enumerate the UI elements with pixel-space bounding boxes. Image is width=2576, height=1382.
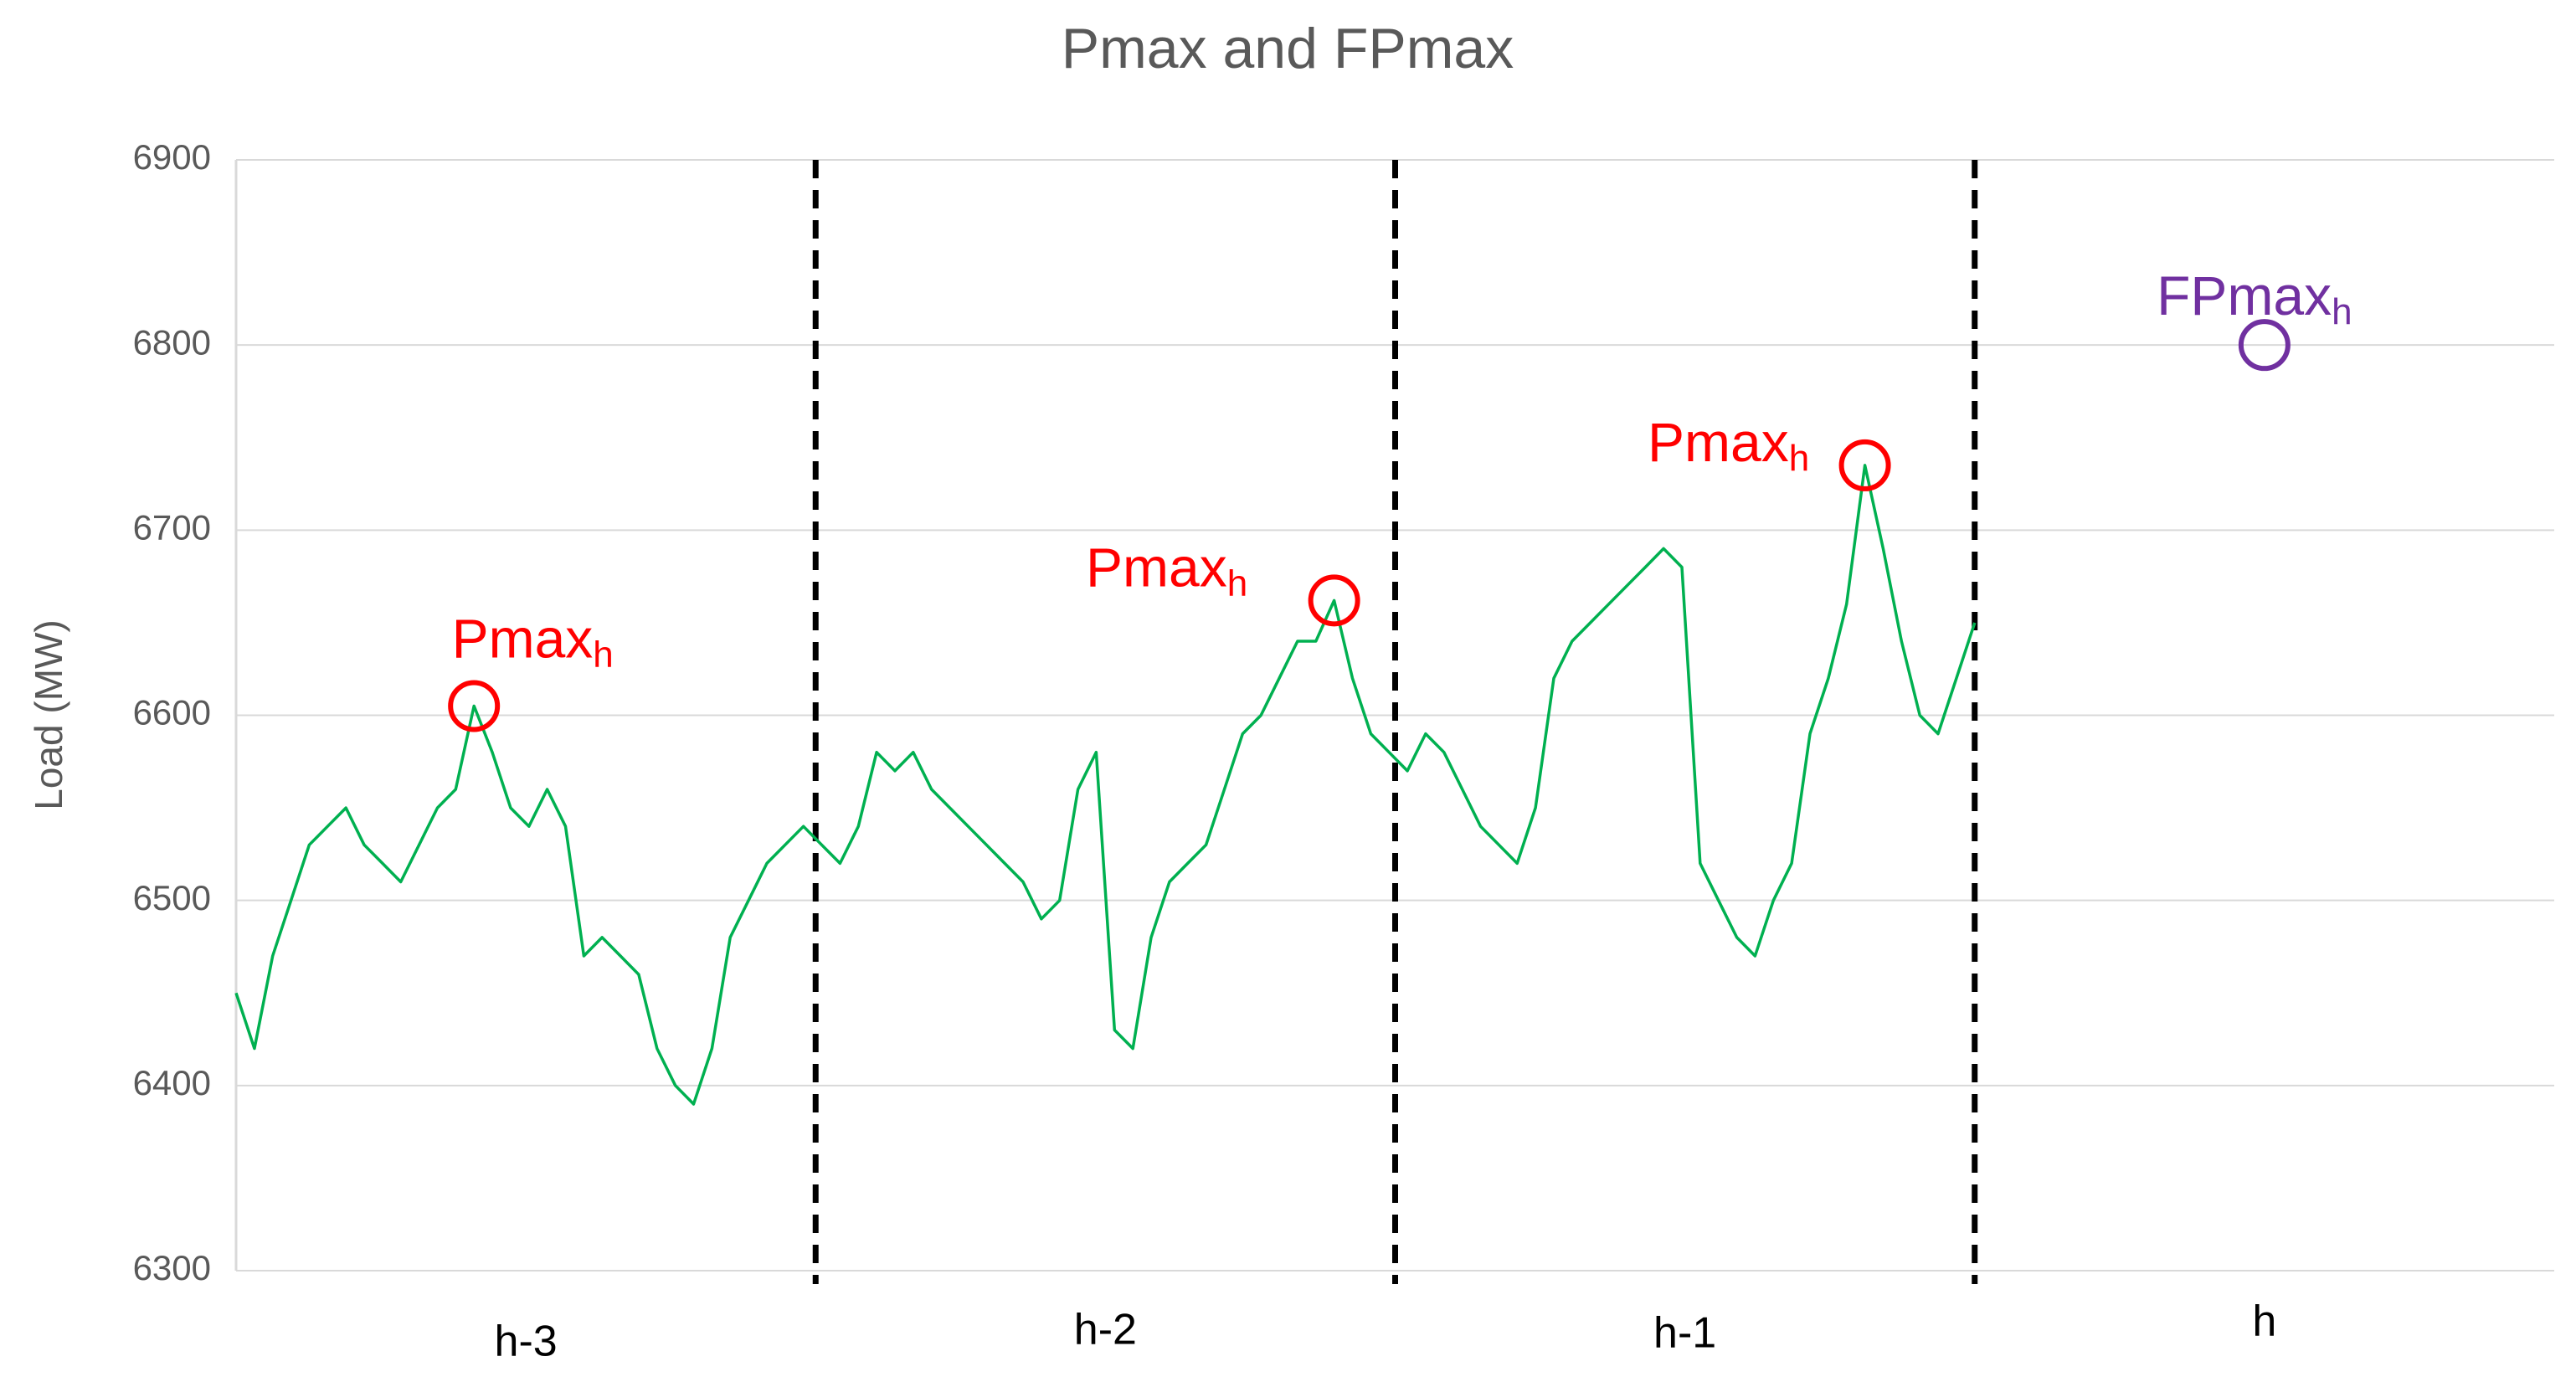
peak-marker [448,680,501,732]
y-tick-label: 6700 [133,507,211,547]
annotation-subscript: h [2332,291,2352,332]
annotation-subscript: h [1227,563,1247,604]
annotation-label: Pmaxh [452,608,614,675]
annotation-text: Pmax [1648,411,1789,473]
peak-marker [2238,319,2291,372]
annotation-label: Pmaxh [1086,537,1247,604]
chart-title: Pmax and FPmax [1062,17,1514,80]
y-axis-label: Load (MW) [27,619,70,809]
annotation-label: FPmaxh [2157,265,2352,332]
y-tick-label: 6400 [133,1063,211,1102]
load-line [234,464,1977,1106]
annotation-text: Pmax [452,608,594,670]
x-tick-label: h-2 [1074,1306,1137,1354]
annotation-subscript: h [593,634,613,675]
x-tick-label: h-3 [495,1318,558,1366]
annotation-text: Pmax [1086,537,1227,599]
annotation-label: Pmaxh [1648,411,1809,478]
x-tick-label: h [2252,1297,2276,1346]
annotation-text: FPmax [2157,265,2332,327]
y-tick-label: 6500 [133,878,211,917]
y-tick-label: 6900 [133,137,211,177]
y-tick-label: 6600 [133,693,211,732]
peak-marker [1308,574,1360,627]
peak-marker [1838,439,1891,491]
y-tick-label: 6800 [133,322,211,362]
x-tick-label: h-1 [1653,1309,1716,1358]
y-tick-label: 6300 [133,1248,211,1287]
annotation-subscript: h [1789,438,1809,479]
